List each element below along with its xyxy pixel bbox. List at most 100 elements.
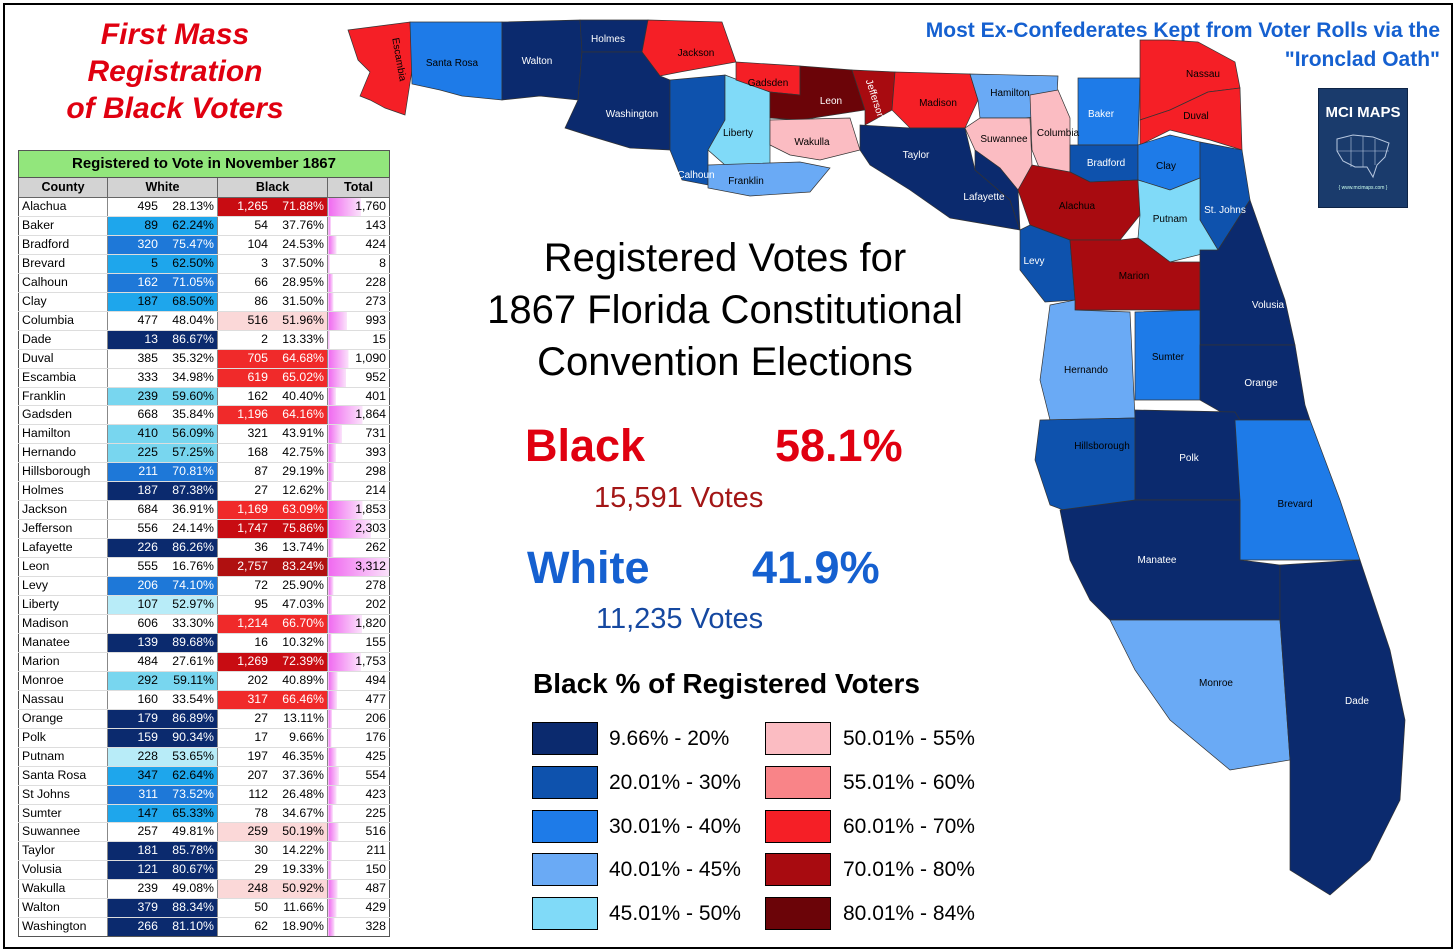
black-percent-cell: 75.86% [271, 519, 328, 540]
white-percent-cell: 59.11% [161, 671, 218, 691]
map-label-madison: Madison [919, 98, 957, 109]
white-percent-cell: 28.13% [161, 197, 218, 217]
total-cell: 393 [327, 443, 390, 464]
center-title-line: 1867 Florida Constitutional [487, 288, 963, 332]
total-cell: 1,864 [327, 405, 390, 426]
black-count-cell: 207 [217, 766, 271, 786]
white-percent-cell: 62.50% [161, 254, 218, 274]
county-labels: Escambia Santa Rosa Walton Holmes Jackso… [389, 34, 1369, 707]
main-title-line: First Mass [100, 18, 250, 51]
total-cell: 401 [327, 387, 390, 407]
map-label-nassau: Nassau [1186, 69, 1220, 80]
total-cell: 155 [327, 633, 390, 653]
white-percent-cell: 68.50% [161, 292, 218, 312]
county-jefferson [851, 69, 896, 126]
legend-swatch [532, 853, 598, 886]
county-washington [564, 51, 671, 151]
white-count-cell: 484 [107, 652, 161, 672]
table-row: Lafayette 226 86.26% 36 13.74% 262 [18, 538, 390, 559]
total-cell: 176 [327, 728, 390, 748]
county-cell: Hillsborough [18, 462, 108, 483]
total-cell: 228 [327, 273, 390, 293]
county-cell: Gadsden [18, 405, 108, 426]
legend-label: 50.01% - 55% [843, 727, 975, 750]
white-count-cell: 89 [107, 216, 161, 236]
white-count-cell: 347 [107, 766, 161, 786]
table-row: Duval 385 35.32% 705 64.68% 1,090 [18, 349, 390, 369]
table-row: Polk 159 90.34% 17 9.66% 176 [18, 728, 390, 748]
map-label-volusia: Volusia [1252, 300, 1285, 311]
black-count-cell: 321 [217, 424, 271, 445]
white-count-cell: 684 [107, 500, 161, 521]
legend-label: 80.01% - 84% [843, 902, 975, 925]
map-label-polk: Polk [1179, 453, 1199, 464]
image-frame [3, 3, 1453, 949]
white-percent-cell: 48.04% [161, 311, 218, 331]
black-percent-cell: 25.90% [271, 576, 328, 597]
black-count-cell: 259 [217, 822, 271, 843]
map-label-levy: Levy [1023, 256, 1044, 267]
map-label-washington: Washington [606, 109, 658, 120]
white-count-cell: 162 [107, 273, 161, 293]
table-row: Nassau 160 33.54% 317 66.46% 477 [18, 690, 390, 710]
county-cell: Holmes [18, 481, 108, 502]
black-percent-cell: 28.95% [271, 273, 328, 293]
legend-label: 20.01% - 30% [609, 771, 741, 794]
white-percent-cell: 81.10% [161, 917, 218, 938]
table-row: Brevard 5 62.50% 3 37.50% 8 [18, 254, 390, 274]
black-percent-cell: 83.24% [271, 557, 328, 578]
white-count-cell: 320 [107, 235, 161, 255]
table-band-title: Registered to Vote in November 1867 [18, 150, 390, 178]
county-cell: Monroe [18, 671, 108, 691]
black-count-cell: 705 [217, 349, 271, 369]
white-count-cell: 159 [107, 728, 161, 748]
white-count-cell: 206 [107, 576, 161, 597]
legend-label: 45.01% - 50% [609, 902, 741, 925]
county-cell: Baker [18, 216, 108, 236]
table-row: Holmes 187 87.38% 27 12.62% 214 [18, 481, 390, 502]
black-count-cell: 1,214 [217, 614, 271, 634]
county-cell: Marion [18, 652, 108, 672]
map-label-brevard: Brevard [1277, 499, 1312, 510]
map-label-sumter: Sumter [1152, 352, 1185, 363]
table-row: Marion 484 27.61% 1,269 72.39% 1,753 [18, 652, 390, 672]
table-row: Santa Rosa 347 62.64% 207 37.36% 554 [18, 766, 390, 786]
county-wakulla [769, 117, 861, 161]
white-percent-cell: 62.24% [161, 216, 218, 236]
legend-label: 9.66% - 20% [609, 727, 730, 750]
black-count-cell: 112 [217, 785, 271, 805]
white-count-cell: 668 [107, 405, 161, 426]
black-percent-cell: 11.66% [271, 898, 328, 919]
black-percent-cell: 13.74% [271, 538, 328, 559]
map-label-columbia: Columbia [1037, 128, 1080, 139]
legend-swatch [532, 722, 598, 755]
map-label-baker: Baker [1088, 109, 1115, 120]
total-cell: 423 [327, 785, 390, 805]
map-label-jackson: Jackson [678, 48, 715, 59]
legend-swatch [765, 853, 831, 886]
map-label-monroe: Monroe [1199, 678, 1233, 689]
us-map-icon [1336, 134, 1390, 179]
black-percent-cell: 14.22% [271, 841, 328, 862]
map-label-duval: Duval [1183, 111, 1209, 122]
map-label-hamilton: Hamilton [990, 88, 1029, 99]
black-percent-cell: 24.53% [271, 235, 328, 255]
black-percent-cell: 40.89% [271, 671, 328, 691]
black-count-cell: 202 [217, 671, 271, 691]
black-count-cell: 27 [217, 481, 271, 502]
white-percent-cell: 56.09% [161, 424, 218, 445]
white-count-cell: 225 [107, 443, 161, 464]
white-count-cell: 555 [107, 557, 161, 578]
black-percent-cell: 72.39% [271, 652, 328, 672]
black-count-cell: 168 [217, 443, 271, 464]
black-count-cell: 27 [217, 709, 271, 729]
black-count-cell: 2 [217, 330, 271, 350]
table-row: Jefferson 556 24.14% 1,747 75.86% 2,303 [18, 519, 390, 540]
total-cell: 3,312 [327, 557, 390, 578]
county-shapes [347, 19, 1406, 896]
black-count-cell: 72 [217, 576, 271, 597]
county-cell: Manatee [18, 633, 108, 653]
black-percent-cell: 34.67% [271, 804, 328, 824]
white-percent-cell: 36.91% [161, 500, 218, 521]
table-row: Hernando 225 57.25% 168 42.75% 393 [18, 443, 390, 464]
